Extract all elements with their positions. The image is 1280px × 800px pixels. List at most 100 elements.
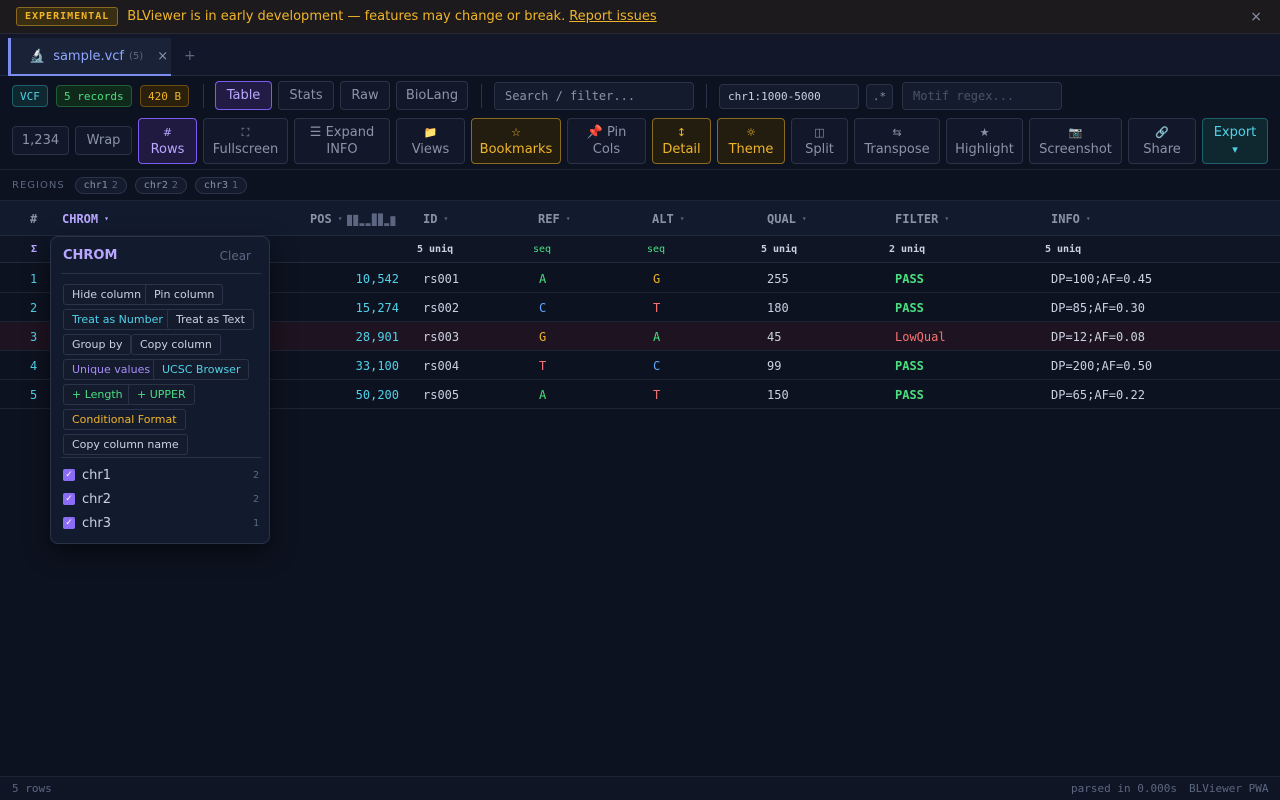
table-row[interactable]: 2 15,274 rs002 C T 180 PASS DP=85;AF=0.30 xyxy=(0,293,1280,322)
pin-cols-sublabel: Cols xyxy=(592,142,621,157)
region-chip[interactable]: chr3 1 xyxy=(194,177,248,194)
column-header-ref[interactable]: REF ▾ xyxy=(538,201,571,236)
close-tab-icon[interactable]: × xyxy=(157,48,169,64)
regions-label: REGIONS xyxy=(12,180,65,191)
highlight-label: Highlight xyxy=(955,142,1014,157)
column-header-info[interactable]: INFO ▾ xyxy=(1051,201,1091,236)
column-header-filter[interactable]: FILTER ▾ xyxy=(895,201,949,236)
filter-cell: PASS xyxy=(895,387,924,402)
transpose-label: Transpose xyxy=(864,142,930,157)
id-cell: rs001 xyxy=(423,271,460,286)
banner-close-icon[interactable]: × xyxy=(1250,9,1262,25)
column-header-index: # xyxy=(30,211,38,226)
menu-pin-column-button[interactable]: Pin column xyxy=(145,284,224,305)
menu-unique-values-button[interactable]: Unique values xyxy=(63,359,160,380)
table-row[interactable]: 1 10,542 rs001 A G 255 PASS DP=100;AF=0.45 xyxy=(0,264,1280,293)
checkbox-icon[interactable]: ✓ xyxy=(63,493,75,505)
value-filter-item[interactable]: ✓ chr3 1 xyxy=(63,513,259,533)
menu-treat-as-number-button[interactable]: Treat as Number xyxy=(63,309,172,330)
fullscreen-icon: ⛶ xyxy=(241,126,250,139)
summary-id: 5 uniq xyxy=(417,244,454,255)
camera-icon: 📷 xyxy=(1068,126,1083,139)
ref-cell: T xyxy=(539,358,547,373)
pos-cell: 15,274 xyxy=(355,300,399,315)
theme-button[interactable]: ☼ Theme xyxy=(717,118,785,164)
tab-biolang[interactable]: BioLang xyxy=(396,81,468,110)
link-icon: 🔗 xyxy=(1155,126,1169,139)
menu-copy-column-name-button[interactable]: Copy column name xyxy=(63,434,188,455)
tab-table[interactable]: Table xyxy=(215,81,272,110)
column-header-label: ID xyxy=(423,211,438,226)
views-button[interactable]: 📁 Views xyxy=(396,118,465,164)
fullscreen-button[interactable]: ⛶ Fullscreen xyxy=(203,118,288,164)
sigma-icon: Σ xyxy=(31,244,38,255)
split-button[interactable]: ◫ Split xyxy=(791,118,848,164)
detail-button[interactable]: ↕ Detail xyxy=(652,118,711,164)
value-filter-item[interactable]: ✓ chr2 2 xyxy=(63,489,259,509)
experimental-badge: EXPERIMENTAL xyxy=(16,7,119,26)
file-tab[interactable]: 🔬 sample.vcf (5) × xyxy=(8,38,171,76)
highlight-button[interactable]: ★ Highlight xyxy=(946,118,1023,164)
motif-regex-input[interactable] xyxy=(902,82,1062,110)
column-header-chrom[interactable]: CHROM ▾ xyxy=(62,201,109,236)
value-filter-item[interactable]: ✓ chr1 2 xyxy=(63,465,259,485)
number-format-button[interactable]: 1,234 xyxy=(12,126,69,155)
column-header-pos[interactable]: POS ▾ xyxy=(310,201,397,236)
checkbox-icon[interactable]: ✓ xyxy=(63,517,75,529)
transpose-button[interactable]: ⇆ Transpose xyxy=(854,118,940,164)
records-badge: 5 records xyxy=(56,85,132,107)
tab-raw[interactable]: Raw xyxy=(340,81,390,110)
alt-cell: A xyxy=(653,329,661,344)
ref-cell: A xyxy=(539,387,547,402)
rows-button[interactable]: # Rows xyxy=(138,118,197,164)
region-filter-input[interactable] xyxy=(719,84,859,109)
menu-treat-as-text-button[interactable]: Treat as Text xyxy=(167,309,254,330)
histogram-bar xyxy=(389,215,395,226)
column-header-label: REF xyxy=(538,211,560,226)
row-index: 2 xyxy=(30,300,38,315)
expand-info-button[interactable]: ☰ Expand INFO xyxy=(294,118,390,164)
menu-conditional-format-button[interactable]: Conditional Format xyxy=(63,409,186,430)
summary-info: 5 uniq xyxy=(1045,244,1082,255)
clear-filter-button[interactable]: Clear xyxy=(219,249,251,263)
app-name-status: BLViewer PWA xyxy=(1189,782,1269,795)
export-button[interactable]: Export ▾ xyxy=(1202,118,1268,164)
region-chip[interactable]: chr2 2 xyxy=(134,177,187,194)
menu-ucsc-browser-button[interactable]: UCSC Browser xyxy=(153,359,250,380)
microscope-icon: 🔬 xyxy=(29,48,46,64)
screenshot-button[interactable]: 📷 Screenshot xyxy=(1029,118,1122,164)
bookmarks-button[interactable]: ☆ Bookmarks xyxy=(471,118,561,164)
region-chip-name: chr1 xyxy=(83,180,108,191)
chevron-down-icon: ▾ xyxy=(565,214,571,223)
regex-toggle-button[interactable]: .* xyxy=(866,84,893,109)
pos-cell: 33,100 xyxy=(355,358,399,373)
column-header-qual[interactable]: QUAL ▾ xyxy=(767,201,807,236)
chevron-down-icon: ▾ xyxy=(1085,214,1091,223)
column-header-alt[interactable]: ALT ▾ xyxy=(652,201,685,236)
divider xyxy=(481,84,482,108)
menu-length-button[interactable]: + Length xyxy=(63,384,132,405)
pos-cell: 10,542 xyxy=(355,271,399,286)
table-row[interactable]: 5 50,200 rs005 A T 150 PASS DP=65;AF=0.22 xyxy=(0,380,1280,409)
report-issues-link[interactable]: Report issues xyxy=(569,9,657,24)
pin-cols-button[interactable]: 📌 Pin Cols xyxy=(567,118,646,164)
menu-group-by-button[interactable]: Group by xyxy=(63,334,132,355)
region-chip[interactable]: chr1 2 xyxy=(74,177,127,194)
row-index: 3 xyxy=(30,329,38,344)
checkbox-icon[interactable]: ✓ xyxy=(63,469,75,481)
menu-copy-column-button[interactable]: Copy column xyxy=(131,334,221,355)
column-header-id[interactable]: ID ▾ xyxy=(423,201,448,236)
tab-stats[interactable]: Stats xyxy=(278,81,334,110)
add-tab-button[interactable]: + xyxy=(184,48,196,64)
region-chip-count: 1 xyxy=(232,180,239,191)
ref-cell: G xyxy=(539,329,547,344)
region-chip-count: 2 xyxy=(111,180,118,191)
share-button[interactable]: 🔗 Share xyxy=(1128,118,1196,164)
table-row[interactable]: 4 33,100 rs004 T C 99 PASS DP=200;AF=0.50 xyxy=(0,351,1280,380)
search-input[interactable] xyxy=(494,82,694,110)
value-count: 2 xyxy=(252,469,259,481)
chevron-down-icon: ▾ xyxy=(337,214,343,223)
menu-hide-column-button[interactable]: Hide column xyxy=(63,284,151,305)
menu-upper-button[interactable]: + UPPER xyxy=(128,384,195,405)
wrap-button[interactable]: Wrap xyxy=(75,126,132,155)
